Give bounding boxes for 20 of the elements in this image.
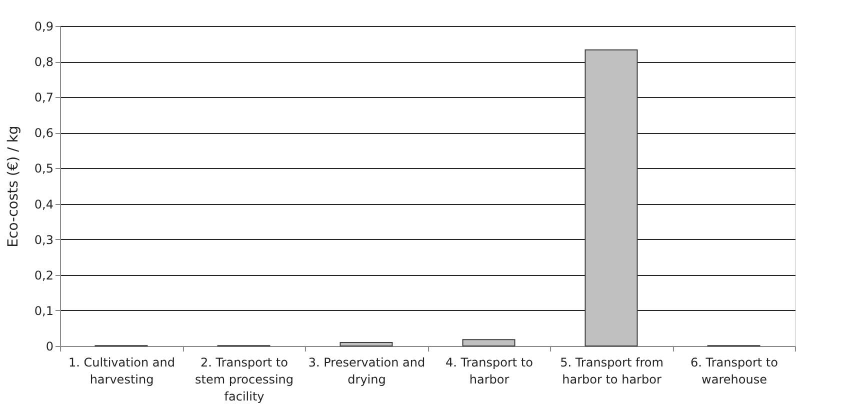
y-axis-title: Eco-costs (€) / kg <box>5 126 22 248</box>
y-tick-label: 0,2 <box>34 268 54 282</box>
y-tick-label: 0,6 <box>34 126 54 140</box>
bar <box>584 49 638 346</box>
x-tick-label: 3. Preservation and drying <box>308 356 426 386</box>
x-tick-label: 6. Transport to warehouse <box>690 356 778 386</box>
y-tick-label: 0 <box>46 340 54 354</box>
y-tick-label: 0,7 <box>34 90 54 105</box>
bar <box>462 339 516 346</box>
y-tick-label: 0,3 <box>34 232 54 247</box>
y-tick-label: 0,1 <box>34 304 54 318</box>
x-tick-label: 1. Cultivation and harvesting <box>68 356 175 386</box>
x-tick-label: 5. Transport from harbor to harbor <box>560 356 664 386</box>
y-tick-label: 0,9 <box>34 20 54 34</box>
bar <box>340 342 393 346</box>
y-tick-label: 0,5 <box>34 162 54 176</box>
x-tick-label: 2. Transport to stem processing facility <box>194 356 294 404</box>
y-tick-label: 0,8 <box>34 55 54 70</box>
x-tick-label: 4. Transport to harbor <box>446 356 533 386</box>
y-tick-label: 0,4 <box>34 197 54 212</box>
